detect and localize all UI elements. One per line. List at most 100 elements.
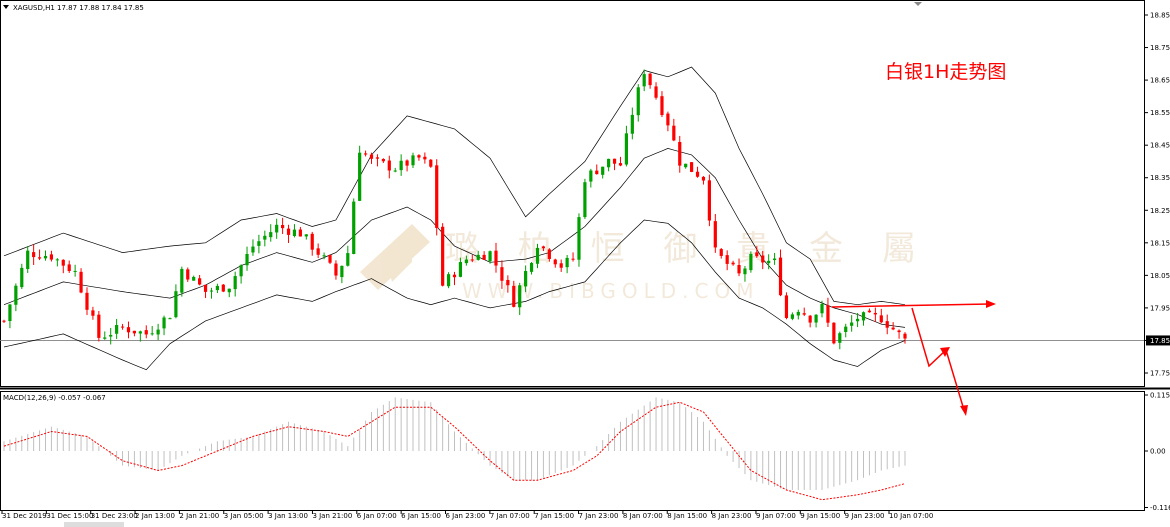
candle-body	[55, 259, 59, 261]
candle-body	[737, 265, 741, 274]
scrollbar-thumb[interactable]	[64, 522, 124, 527]
candle-body	[541, 246, 546, 249]
price-tick-label: 18.35	[1150, 174, 1170, 182]
candle-body	[743, 268, 747, 275]
candle-body	[298, 229, 302, 237]
candle-body	[180, 268, 184, 293]
time-label: 6 Jan 23:00	[446, 512, 486, 520]
time-label: 9 Jan 07:00	[756, 512, 796, 520]
candle-body	[524, 271, 528, 287]
candle-body	[115, 325, 119, 334]
candle-body	[826, 305, 830, 323]
time-label: 9 Jan 23:00	[845, 512, 885, 520]
scroll-marker-icon	[914, 2, 922, 6]
candle-body	[535, 247, 540, 264]
candle-body	[304, 234, 308, 237]
price-tick-label: 18.15	[1150, 239, 1170, 247]
candle-body	[192, 276, 196, 281]
candle-body	[381, 158, 385, 162]
candle-body	[553, 259, 557, 265]
candle-body	[263, 235, 267, 240]
candle-body	[156, 329, 160, 335]
price-tick-label: 18.75	[1150, 44, 1170, 52]
candle-body	[790, 314, 794, 319]
candle-body	[832, 322, 836, 344]
candle-body	[168, 318, 172, 320]
arrow-head-icon	[986, 300, 996, 308]
candle-body	[772, 258, 777, 261]
candle-body	[452, 274, 457, 278]
candle-body	[577, 217, 581, 260]
candle-body	[2, 320, 6, 322]
dropdown-triangle-icon[interactable]	[3, 5, 9, 9]
time-label: 8 Jan 07:00	[623, 512, 663, 520]
candle-body	[808, 315, 812, 323]
time-label: 7 Jan 15:00	[534, 512, 574, 520]
candle-body	[120, 326, 125, 328]
candle-body	[239, 265, 243, 277]
candle-body	[879, 315, 883, 323]
candle-body	[458, 262, 463, 277]
candle-body	[518, 285, 522, 308]
time-label: 2 Jan 13:00	[135, 512, 175, 520]
candle-body	[174, 291, 178, 318]
candle-body	[719, 249, 723, 256]
candle-body	[494, 250, 498, 266]
chart-annotation-title: 白银1H走势图	[885, 61, 1006, 83]
price-tick-label: 18.65	[1150, 77, 1170, 85]
macd-panel-frame	[0, 391, 1145, 511]
candle-body	[695, 171, 700, 177]
price-tick-label: 17.75	[1150, 370, 1170, 378]
candle-body	[233, 276, 237, 290]
candle-body	[755, 252, 759, 257]
candle-body	[91, 310, 95, 316]
candle-body	[209, 290, 214, 292]
candle-body	[761, 255, 765, 263]
candle-body	[227, 288, 231, 293]
candle-body	[488, 251, 492, 262]
candle-body	[310, 233, 314, 250]
candle-body	[903, 333, 907, 339]
time-label: 3 Jan 21:00	[312, 512, 352, 520]
time-label: 6 Jan 07:00	[357, 512, 397, 520]
candle-body	[482, 254, 486, 260]
candle-body	[221, 284, 225, 292]
candle-body	[595, 170, 599, 175]
candle-body	[648, 73, 652, 86]
candle-body	[601, 166, 605, 175]
arrow-head-icon	[960, 405, 968, 416]
candle-body	[162, 317, 166, 329]
candle-body	[275, 224, 279, 233]
candle-body	[411, 155, 415, 166]
time-label: 31 Dec 23:00	[91, 512, 138, 520]
watermark-cn-text: 璐 柏 恒 御 貴 金 屬	[445, 229, 930, 269]
candle-body	[506, 279, 510, 286]
candle-body	[132, 330, 137, 334]
candle-body	[203, 284, 208, 292]
price-tick-label: 18.45	[1150, 142, 1170, 150]
candle-body	[850, 322, 854, 326]
candle-body	[363, 153, 368, 155]
price-tick-label: 18.05	[1150, 272, 1170, 280]
candle-body	[867, 310, 872, 313]
candle-body	[85, 292, 89, 310]
candle-body	[618, 163, 623, 166]
candle-body	[470, 259, 474, 261]
time-label: 2 Jan 21:00	[179, 512, 219, 520]
candle-body	[292, 229, 297, 237]
candle-body	[423, 156, 427, 160]
time-label: 8 Jan 23:00	[712, 512, 752, 520]
watermark: 璐 柏 恒 御 貴 金 屬 WWW.BIBGOLD.COM	[360, 224, 930, 303]
candle-body	[215, 285, 219, 291]
candle-body	[767, 260, 771, 264]
macd-tick-label: 0.00	[1150, 448, 1166, 456]
candle-body	[500, 267, 504, 281]
candle-body	[749, 253, 753, 271]
candle-body	[589, 170, 593, 182]
candle-body	[103, 337, 107, 339]
time-label: 10 Jan 07:00	[889, 512, 933, 520]
candle-body	[387, 160, 391, 171]
candle-body	[61, 259, 65, 266]
candle-body	[820, 304, 824, 314]
